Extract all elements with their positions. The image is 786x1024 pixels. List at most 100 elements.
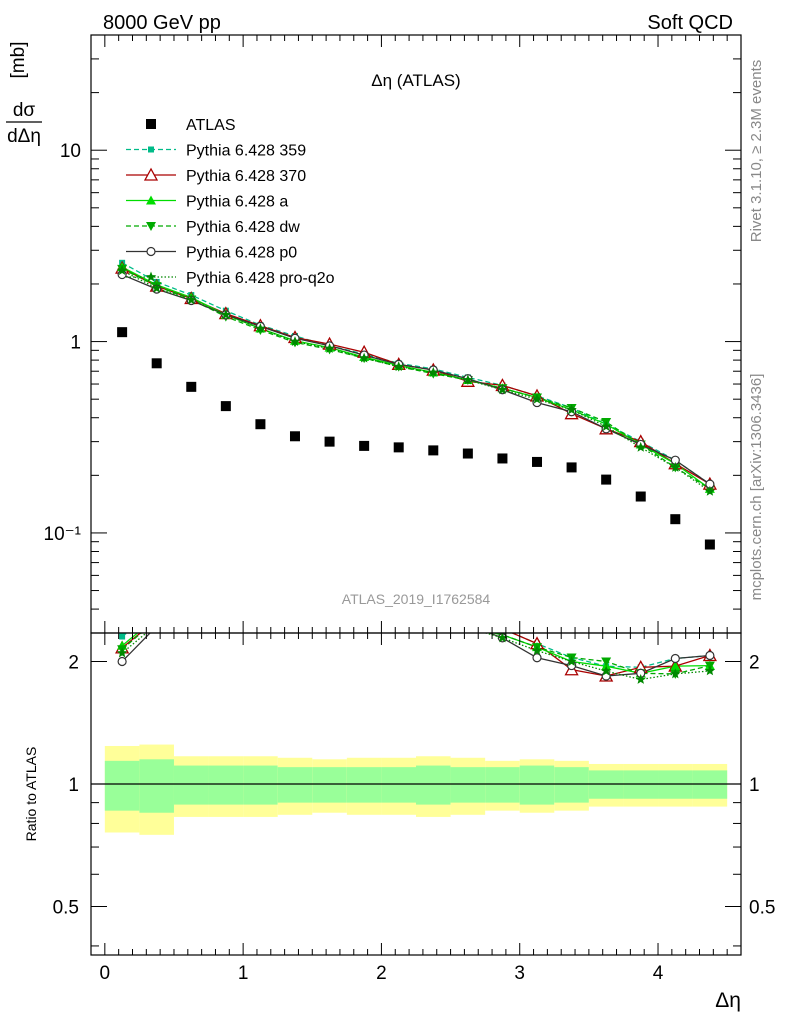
series-point (531, 393, 543, 404)
series-point (462, 374, 474, 385)
ratio-series-point (531, 645, 543, 655)
legend-entry: Pythia 6.428 dw (126, 219, 300, 236)
ratio-series-point (670, 661, 681, 671)
ratio-series-line (121, 633, 710, 668)
ratio-series-point (705, 650, 715, 661)
uncertainty-band-inner (485, 767, 520, 803)
ratio-series-point (117, 656, 127, 667)
ratio-tick-label-left: 1 (68, 775, 79, 796)
x-axis-title: Δη (715, 989, 741, 1012)
ratio-series-point (566, 656, 577, 666)
plot-title: Δη (ATLAS) (371, 71, 460, 90)
ratio-series-point (635, 674, 646, 684)
legend-label: Pythia 6.428 p0 (186, 245, 297, 262)
ratio-series-point (601, 657, 612, 667)
data-point (289, 431, 300, 442)
data-point (324, 436, 335, 447)
y-axis-denominator: dΔη (7, 126, 41, 147)
legend-label: Pythia 6.428 dw (186, 219, 300, 236)
data-point (635, 491, 646, 502)
legend-entry: Pythia 6.428 359 (126, 143, 306, 160)
x-tick-label: 4 (653, 963, 664, 984)
legend-entry: Pythia 6.428 p0 (126, 245, 297, 262)
ratio-series-point (670, 653, 680, 664)
series-line (121, 267, 711, 485)
uncertainty-band-inner (104, 760, 140, 811)
series-point (635, 441, 646, 452)
uncertainty-band-inner (450, 767, 486, 803)
data-point (117, 327, 128, 338)
data-point (220, 401, 231, 412)
x-axis: 0 1 2 3 4 (100, 963, 664, 984)
uncertainty-band-inner (381, 767, 416, 803)
uncertainty-band-inner (519, 765, 555, 805)
series-point (566, 404, 577, 415)
uncertainty-band-inner (208, 765, 244, 805)
series-point (670, 461, 681, 472)
ratio-series-point (532, 653, 542, 663)
data-point (670, 514, 681, 525)
x-tick-label: 3 (514, 963, 525, 984)
ratio-series-line (121, 633, 711, 677)
y-tick-label: 10 (60, 141, 81, 162)
legend-label: Pythia 6.428 359 (186, 143, 306, 160)
uncertainty-band-inner (346, 767, 382, 803)
ratio-series-line (121, 633, 710, 674)
ratio-series-point (497, 633, 508, 643)
series-point (704, 485, 716, 496)
series-point (186, 294, 197, 305)
series-point (289, 336, 301, 346)
legend-marker (148, 146, 154, 153)
legend-marker (146, 119, 156, 129)
legend-marker (143, 167, 159, 181)
y-tick-label: 1 (70, 333, 81, 354)
beam-energy-label: 8000 GeV pp (103, 12, 221, 34)
uncertainty-band-inner (243, 765, 278, 805)
x-tick-label: 1 (238, 963, 249, 984)
ratio-series-point (116, 647, 128, 658)
legend-entry: Pythia 6.428 370 (126, 167, 306, 185)
legend-marker (145, 271, 157, 282)
data-point (151, 358, 162, 369)
legend-marker (146, 222, 156, 231)
legend-entry: ATLAS (146, 117, 236, 134)
legend-label: Pythia 6.428 pro-q2o (186, 270, 335, 287)
data-point (601, 474, 612, 485)
rivet-label: Rivet 3.1.10, ≥ 2.3M events (748, 60, 765, 243)
legend-marker (146, 195, 156, 205)
series-point (358, 352, 370, 363)
ratio-series-point (704, 665, 716, 676)
y-axis-numerator: dσ (13, 100, 36, 121)
ratio-series-point (670, 668, 681, 679)
data-point (393, 442, 404, 453)
data-point (532, 456, 543, 467)
data-point (186, 381, 197, 392)
x-tick-label: 2 (376, 963, 387, 984)
data-point (704, 539, 715, 550)
series-point (393, 361, 404, 372)
ratio-axis-title: Ratio to ATLAS (23, 747, 39, 842)
data-point (359, 440, 370, 451)
legend-entry: Pythia 6.428 pro-q2o (126, 270, 335, 287)
legend-label: Pythia 6.428 a (186, 194, 288, 211)
analysis-label: ATLAS_2019_I1762584 (342, 591, 491, 607)
series-point (600, 421, 612, 431)
uncertainty-band-inner (312, 767, 347, 803)
legend-entry: Pythia 6.428 a (126, 194, 288, 211)
y-axis-title: dσ dΔη [mb] (6, 42, 42, 147)
legend-marker (146, 246, 156, 257)
series-point (428, 366, 439, 377)
series-line (121, 274, 711, 485)
ratio-tick-label-left: 2 (68, 653, 79, 674)
series-point (497, 384, 508, 395)
process-label: Soft QCD (647, 12, 733, 34)
ratio-tick-label-left: 0.5 (53, 897, 79, 918)
ratio-tick-label-right: 2 (749, 653, 760, 674)
data-point (462, 448, 473, 459)
data-point (428, 445, 439, 456)
y-axis-unit: [mb] (8, 42, 29, 79)
x-tick-label: 0 (100, 963, 111, 984)
ratio-frame (90, 632, 742, 956)
y-tick-label: 10⁻¹ (44, 524, 82, 545)
